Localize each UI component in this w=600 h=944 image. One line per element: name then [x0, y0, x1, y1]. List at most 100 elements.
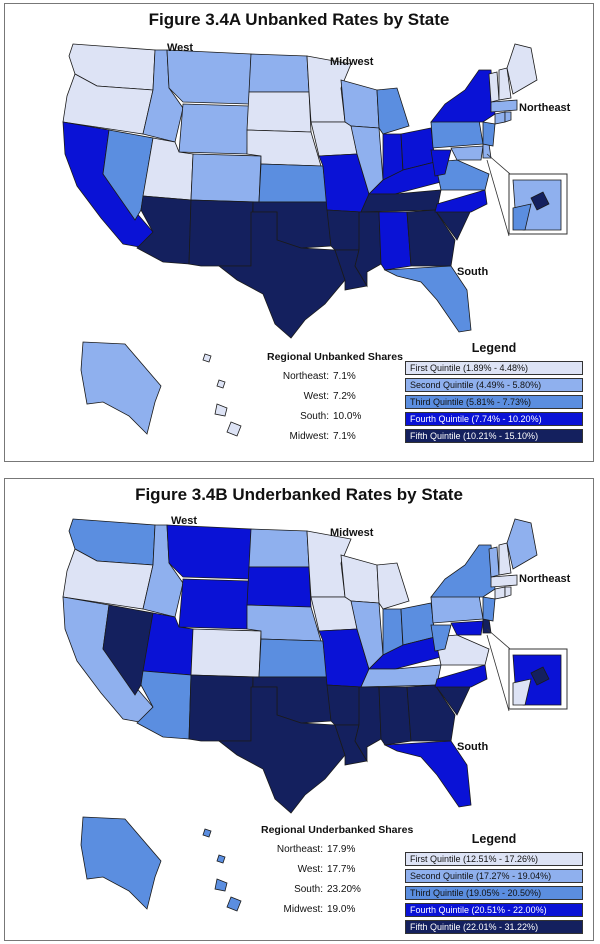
state-tx	[217, 211, 346, 339]
state-ia	[310, 121, 358, 157]
states-layer	[62, 43, 538, 437]
states-layer	[62, 518, 538, 912]
state-nm	[188, 199, 254, 267]
state-ct	[494, 586, 506, 600]
state-nm	[188, 674, 254, 742]
state-ga	[406, 209, 456, 267]
state-co	[190, 153, 262, 203]
state-nh	[498, 67, 512, 101]
share-row: Northeast: 17.9%	[276, 844, 356, 855]
share-row: South: 10.0%	[300, 411, 362, 422]
legend-swatch: First Quintile (1.89% - 4.48%)	[405, 360, 583, 375]
inset-state-dc	[530, 666, 550, 686]
state-md	[450, 145, 484, 161]
state-wi	[340, 554, 380, 604]
state-ar	[326, 684, 362, 726]
legend-swatch: Second Quintile (4.49% - 5.80%)	[405, 377, 583, 392]
regional-shares-title: Regional Underbanked Shares	[261, 824, 414, 836]
legend: Legend First Quintile (12.51% - 17.26%) …	[405, 832, 583, 935]
legend-item: Third Quintile (19.05% - 20.50%)	[405, 884, 583, 901]
legend-item: Second Quintile (4.49% - 5.80%)	[405, 376, 583, 393]
state-wv	[430, 624, 452, 652]
region-label-midwest: Midwest	[330, 56, 374, 68]
state-ri	[504, 586, 512, 598]
state-co	[190, 628, 262, 678]
state-tn	[360, 664, 442, 688]
inset-state-dc	[530, 191, 550, 211]
state-pa	[430, 594, 484, 624]
region-label-south: South	[457, 266, 489, 278]
legend-item: Fourth Quintile (20.51% - 22.00%)	[405, 901, 583, 918]
state-ak	[80, 816, 162, 910]
state-hi	[202, 353, 242, 437]
legend-item: Fifth Quintile (22.01% - 31.22%)	[405, 918, 583, 935]
state-vt	[488, 71, 500, 103]
region-label-northeast: Northeast	[519, 102, 571, 114]
state-nd	[248, 53, 310, 93]
inset-state-va	[512, 678, 532, 706]
state-ia	[310, 596, 358, 632]
state-mt	[166, 49, 252, 105]
state-ma	[490, 574, 518, 588]
legend-swatch: Fourth Quintile (7.74% - 10.20%)	[405, 411, 583, 426]
state-mt	[166, 524, 252, 580]
region-label-west: West	[167, 42, 194, 54]
legend-swatch: Fifth Quintile (10.21% - 15.10%)	[405, 428, 583, 443]
state-nc	[434, 664, 488, 688]
state-ks	[258, 638, 328, 678]
legend-title: Legend	[471, 832, 517, 846]
state-tn	[360, 189, 442, 213]
legend-swatch: Fourth Quintile (20.51% - 22.00%)	[405, 902, 583, 917]
state-nj	[482, 596, 496, 622]
state-fl	[383, 265, 472, 333]
state-nv	[102, 129, 154, 221]
state-ct	[494, 111, 506, 125]
us-choropleth-map	[62, 518, 568, 912]
state-al	[378, 211, 412, 271]
legend-swatch: First Quintile (12.51% - 17.26%)	[405, 851, 583, 866]
share-row: Midwest: 7.1%	[289, 431, 356, 442]
state-tx	[217, 686, 346, 814]
share-row: South: 23.20%	[294, 884, 361, 895]
state-mi	[376, 87, 410, 135]
legend-item: First Quintile (12.51% - 17.26%)	[405, 850, 583, 867]
legend-swatch: Third Quintile (19.05% - 20.50%)	[405, 885, 583, 900]
legend-item: First Quintile (1.89% - 4.48%)	[405, 359, 583, 376]
figure-panel-unbanked: Figure 3.4A Unbanked Rates by State West…	[4, 3, 594, 462]
region-label-west: West	[171, 515, 198, 527]
figure-title: Figure 3.4A Unbanked Rates by State	[148, 10, 450, 29]
legend-item: Fourth Quintile (7.74% - 10.20%)	[405, 410, 583, 427]
state-hi	[202, 828, 242, 912]
state-va	[434, 634, 490, 666]
state-me	[506, 43, 538, 95]
region-label-midwest: Midwest	[330, 527, 374, 539]
regional-shares: Regional Unbanked Shares Northeast: 7.1% …	[267, 351, 403, 451]
regional-shares: Regional Underbanked Shares Northeast: 17…	[261, 824, 413, 924]
share-row: West: 7.2%	[303, 391, 356, 402]
state-nh	[498, 542, 512, 576]
state-nd	[248, 528, 310, 568]
figure-panel-underbanked: Figure 3.4B Underbanked Rates by State W…	[4, 478, 594, 941]
legend-title: Legend	[471, 341, 517, 355]
legend-item: Fifth Quintile (10.21% - 15.10%)	[405, 427, 583, 444]
state-ri	[504, 111, 512, 123]
state-nj	[482, 121, 496, 147]
legend-swatch: Third Quintile (5.81% - 7.73%)	[405, 394, 583, 409]
legend: Legend First Quintile (1.89% - 4.48%) Se…	[405, 341, 583, 444]
share-row: Northeast: 7.1%	[282, 371, 356, 382]
inset-state-va	[512, 203, 532, 231]
state-fl	[383, 740, 472, 808]
state-sd	[246, 566, 312, 608]
state-nv	[102, 604, 154, 696]
state-sd	[246, 91, 312, 133]
share-row: West: 17.7%	[297, 864, 356, 875]
state-wi	[340, 79, 380, 129]
state-nc	[434, 189, 488, 213]
state-pa	[430, 119, 484, 149]
state-mi	[376, 562, 410, 610]
state-ny	[430, 69, 496, 123]
state-al	[378, 686, 412, 746]
state-va	[434, 159, 490, 191]
us-choropleth-map	[62, 43, 568, 437]
figure-title: Figure 3.4B Underbanked Rates by State	[135, 485, 463, 504]
